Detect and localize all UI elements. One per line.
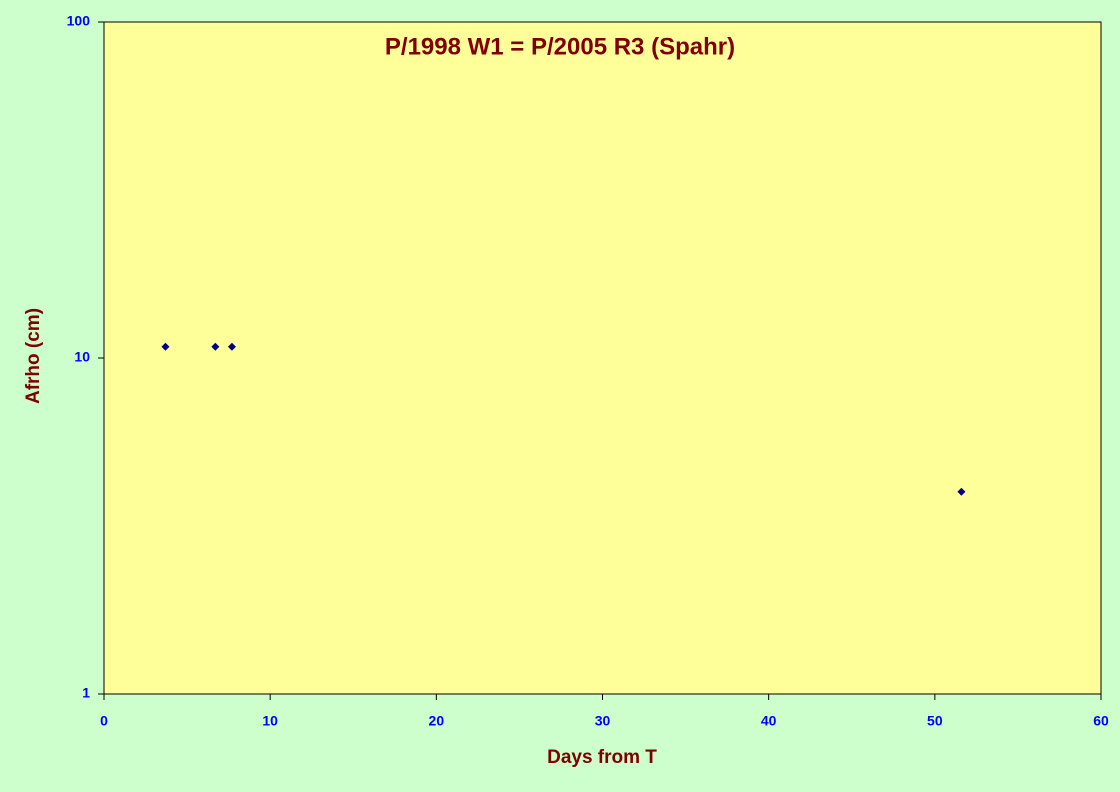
chart-title: P/1998 W1 = P/2005 R3 (Spahr) [385,33,735,60]
y-tick-label: 100 [67,13,91,29]
x-tick-label: 10 [262,713,278,729]
x-tick-label: 50 [927,713,943,729]
y-axis-title: Afrho (cm) [23,308,44,404]
y-tick-label: 1 [82,685,90,701]
x-tick-label: 20 [429,713,445,729]
data-point [161,342,170,351]
data-point [957,487,966,496]
data-point [211,342,220,351]
x-tick-label: 60 [1093,713,1109,729]
y-tick-label: 10 [74,349,90,365]
x-tick-label: 30 [595,713,611,729]
x-tick-label: 40 [761,713,777,729]
x-tick-label: 0 [100,713,108,729]
plot-area [103,21,1102,695]
data-point [227,342,236,351]
x-axis-title: Days from T [547,747,657,768]
